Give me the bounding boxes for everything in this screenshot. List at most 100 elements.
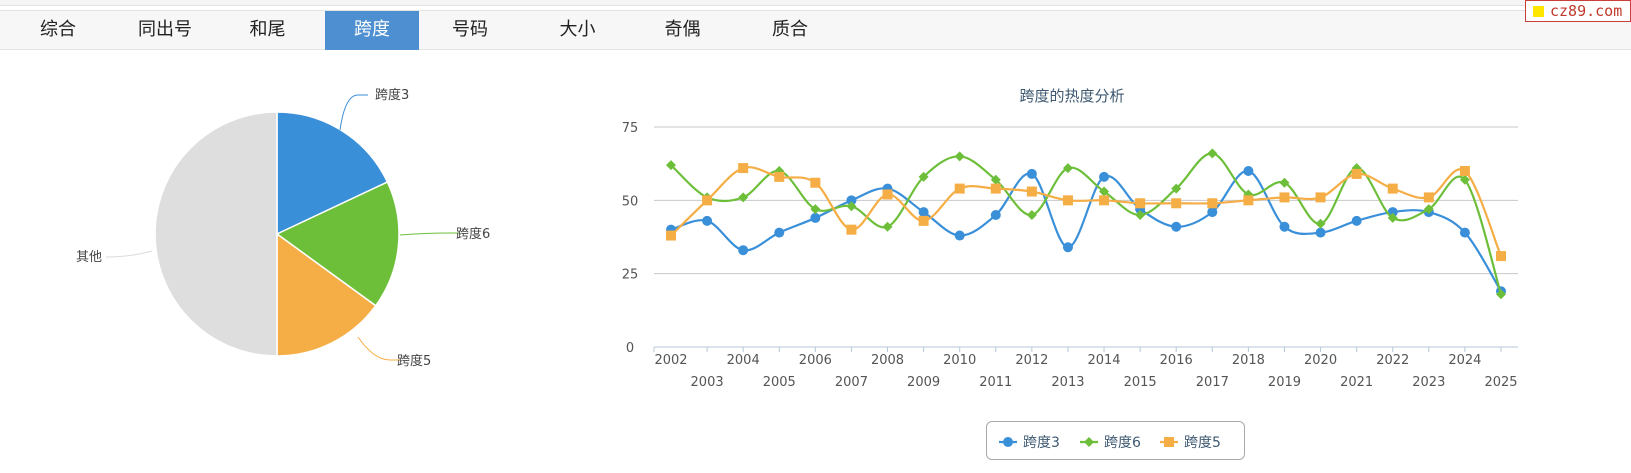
pie-slice-1[interactable] (276, 111, 389, 236)
series-1-point[interactable] (918, 207, 929, 218)
tab-5[interactable]: 号码 (452, 19, 488, 40)
legend-marker-2[interactable] (1084, 437, 1094, 447)
series-2-point[interactable] (1135, 210, 1146, 220)
series-3-point[interactable] (1099, 195, 1110, 206)
series-3-point[interactable] (846, 224, 857, 235)
series-1-point[interactable] (1171, 221, 1182, 232)
tab-2[interactable]: 同出号 (138, 19, 192, 40)
series-2-point[interactable] (954, 151, 965, 162)
legend-label-3[interactable]: 跨度5 (1184, 435, 1221, 451)
series-1-point[interactable] (738, 245, 749, 256)
pie-connector-4 (106, 250, 153, 258)
series-3-point[interactable] (1315, 192, 1326, 203)
series-3-point[interactable] (738, 163, 749, 174)
pie-label-3: 跨度5 (397, 353, 431, 369)
watermark-square-icon (1533, 6, 1544, 17)
series-1-point[interactable] (1315, 227, 1326, 238)
tab-6[interactable]: 大小 (559, 19, 596, 40)
series-1-point[interactable] (1279, 221, 1290, 232)
series-1-point[interactable] (1207, 207, 1218, 218)
series-3-point[interactable] (882, 189, 893, 200)
site-watermark[interactable]: cz89.com (1525, 0, 1631, 22)
series-3-point[interactable] (1135, 198, 1146, 209)
legend-items: 跨度3 跨度6 跨度5 (999, 435, 1221, 451)
series-3-point[interactable] (1459, 166, 1470, 176)
series-1-point[interactable] (1243, 166, 1254, 176)
pie-slice-2[interactable] (275, 181, 400, 307)
x-tick-label: 2020 (1304, 353, 1337, 368)
series-2-point[interactable] (738, 192, 749, 203)
series-3-point[interactable] (1207, 198, 1218, 209)
series-3-point[interactable] (1496, 251, 1506, 262)
series-2-point[interactable] (846, 201, 857, 212)
series-1-point[interactable] (810, 212, 821, 223)
legend-marker-1[interactable] (1003, 437, 1013, 447)
x-tick-label: 2014 (1087, 353, 1120, 368)
series-3-point[interactable] (1062, 195, 1073, 206)
legend-label-2[interactable]: 跨度6 (1104, 435, 1141, 451)
series-3-point[interactable] (918, 215, 929, 226)
pie-slice-4[interactable] (154, 111, 278, 357)
y-tick-label: 50 (622, 194, 639, 209)
tab-4[interactable]: 跨度 (325, 11, 419, 50)
series-1-point[interactable] (1351, 215, 1362, 226)
series-3-point[interactable] (810, 177, 821, 188)
series-3-point[interactable] (666, 230, 676, 241)
x-tick-label: 2005 (763, 375, 796, 390)
pie-chart: 跨度3 跨度6 跨度5 其他 (76, 87, 490, 369)
series-1-point[interactable] (1062, 242, 1073, 253)
series-1-point[interactable] (846, 195, 857, 206)
series-2-point[interactable] (666, 160, 676, 171)
series-2-point[interactable] (1315, 218, 1326, 229)
pie-slice-3[interactable] (276, 232, 377, 357)
series-2-point[interactable] (1459, 174, 1470, 185)
series-3-point[interactable] (774, 171, 785, 182)
series-2-point[interactable] (990, 174, 1001, 185)
series-2-point[interactable] (1171, 183, 1182, 194)
x-tick-label: 2025 (1484, 375, 1517, 390)
y-tick-label: 0 (626, 341, 634, 356)
tab-8[interactable]: 质合 (772, 19, 808, 40)
series-3-point[interactable] (990, 183, 1001, 194)
series-1-point[interactable] (990, 210, 1001, 220)
x-tick-label: 2024 (1448, 353, 1481, 368)
series-1-point[interactable] (702, 215, 713, 226)
series-2-point[interactable] (1026, 210, 1037, 220)
series-2-point[interactable] (918, 171, 929, 182)
series-3-point[interactable] (1423, 192, 1434, 203)
x-tick-label: 2023 (1412, 375, 1445, 390)
series-2-point[interactable] (1423, 204, 1434, 215)
legend-label-1[interactable]: 跨度3 (1023, 435, 1060, 451)
pie-connector-1 (339, 94, 368, 131)
series-2-point[interactable] (1099, 186, 1110, 197)
x-tick-label: 2019 (1268, 375, 1301, 390)
series-3-point[interactable] (1171, 198, 1182, 209)
series-1-point[interactable] (1026, 168, 1037, 179)
series-1-point[interactable] (1099, 171, 1110, 182)
top-strip (0, 0, 1631, 6)
series-2-point[interactable] (810, 204, 821, 215)
tab-1[interactable]: 综合 (40, 19, 76, 40)
series-2-point[interactable] (1207, 148, 1218, 159)
y-tick-label: 25 (622, 268, 639, 283)
series-2-point[interactable] (1062, 163, 1073, 174)
series-1-point[interactable] (774, 227, 785, 238)
legend-marker-3[interactable] (1164, 437, 1174, 447)
series-3-point[interactable] (1387, 183, 1398, 194)
tab-bar: 综合 同出号 和尾 跨度 号码 大小 奇偶 质合 (0, 10, 1631, 50)
tab-3[interactable]: 和尾 (249, 19, 286, 40)
series-3-point[interactable] (1351, 168, 1362, 179)
series-2-point[interactable] (1387, 212, 1398, 223)
series-3-point[interactable] (954, 183, 965, 194)
tab-7[interactable]: 奇偶 (664, 19, 701, 40)
series-2-point[interactable] (1279, 177, 1290, 188)
series-1-point[interactable] (1459, 227, 1470, 238)
series-2-point[interactable] (1496, 289, 1506, 300)
x-tick-label: 2007 (835, 375, 868, 390)
series-3-point[interactable] (702, 195, 713, 206)
series-3-point[interactable] (1279, 192, 1290, 203)
series-2-point[interactable] (882, 221, 893, 232)
series-3-point[interactable] (1026, 186, 1037, 197)
series-3-point[interactable] (1243, 195, 1254, 206)
series-1-point[interactable] (954, 230, 965, 241)
